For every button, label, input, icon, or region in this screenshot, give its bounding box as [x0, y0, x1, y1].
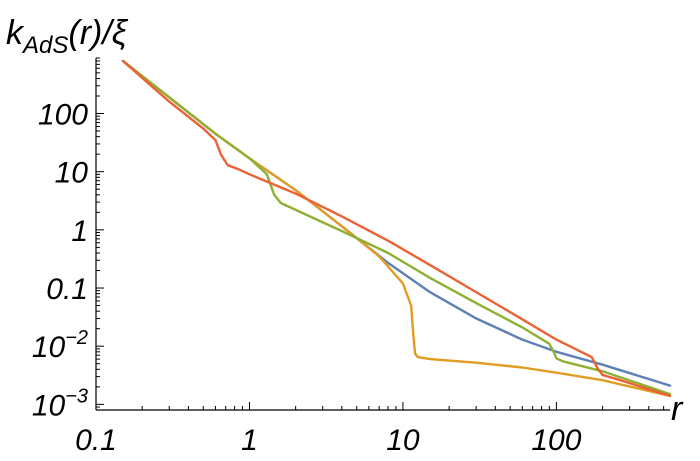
x-axis-title: r — [671, 390, 684, 428]
y-tick-label-base: 0.1 — [46, 273, 88, 306]
y-tick-label-base: 100 — [38, 99, 88, 132]
series-group — [121, 59, 672, 398]
y-tick-label: 0.1 — [46, 273, 88, 306]
y-tick-label: 100 — [38, 99, 88, 132]
axis-ticks — [95, 57, 665, 411]
y-tick-label: 10−2 — [32, 327, 88, 364]
series-line-1 — [121, 59, 672, 387]
y-tick-label-exponent: −2 — [65, 327, 88, 349]
series-line-2 — [121, 59, 672, 398]
series-line-4 — [121, 59, 672, 398]
x-tick-label: 10 — [386, 424, 420, 457]
y-tick-label-base: 10 — [55, 157, 89, 190]
y-tick-label-base: 10 — [32, 389, 66, 422]
y-tick-label: 1 — [71, 215, 88, 248]
y-tick-label: 10−3 — [32, 385, 88, 422]
y-tick-label-base: 1 — [71, 215, 88, 248]
x-tick-label: 1 — [241, 424, 258, 457]
x-tick-label: 100 — [531, 424, 581, 457]
y-tick-label: 10 — [55, 157, 89, 190]
x-tick-label: 0.1 — [75, 424, 117, 457]
y-axis-title-subscript: AdS — [21, 32, 68, 59]
series-line-3 — [121, 59, 672, 396]
y-axis-title-k: k — [6, 14, 25, 52]
y-tick-label-base: 10 — [32, 331, 66, 364]
y-axis-title-rest: (r)/ξ — [68, 14, 128, 52]
y-axis-title: kAdS(r)/ξ — [6, 14, 129, 59]
y-tick-label-exponent: −3 — [65, 385, 88, 407]
